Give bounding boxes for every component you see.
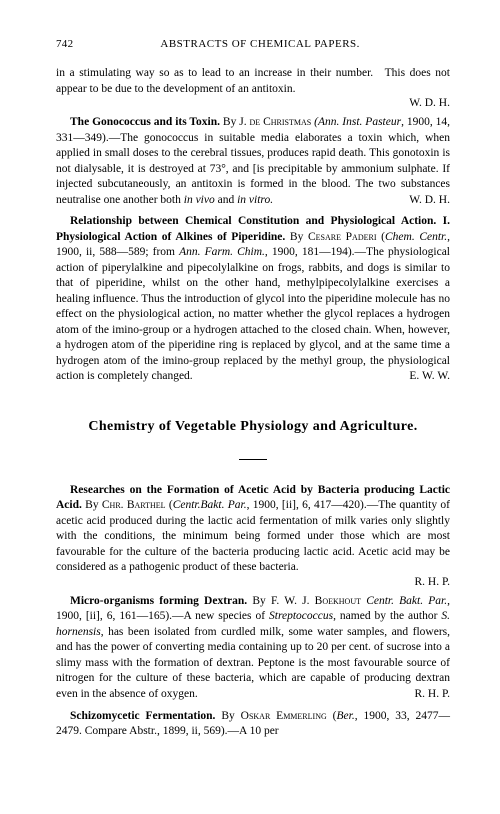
section-divider [56, 447, 450, 465]
entry1-sig: W. D. H. [395, 193, 450, 209]
intro-text: in a stimulating way so as to lead to an… [56, 67, 450, 95]
intro-paragraph: in a stimulating way so as to lead to an… [56, 66, 450, 97]
page-number: 742 [56, 38, 73, 50]
entry4-ref4: , has been isolated from curdled milk, s… [56, 626, 450, 700]
entry1-ref-plain2: and [215, 194, 237, 206]
entry2-by: By [285, 231, 308, 243]
entry3-by: By [82, 499, 102, 511]
entry-researches: Researches on the Formation of Acetic Ac… [56, 483, 450, 576]
entry1-by: By J. [223, 116, 250, 128]
entry1-author: de Christmas [250, 116, 312, 128]
entry3-author: Chr. Barthel [102, 499, 166, 511]
entry4-author: Boekhout [315, 595, 361, 607]
page-header: 742 ABSTRACTS OF CHEMICAL PAPERS. [56, 38, 450, 50]
entry4-sig: R. H. P. [401, 687, 450, 703]
entry-relationship: Relationship between Chemical Constituti… [56, 214, 450, 385]
entry2-sig: E. W. W. [395, 369, 450, 385]
header-spacer [447, 38, 450, 50]
entry4-title: Micro-organisms forming Dextran. [70, 595, 247, 607]
entry5-ref1-italic: Ber. [336, 710, 354, 722]
entry4-by: By F. W. J. [247, 595, 314, 607]
entry3-ref1: ( [166, 499, 173, 511]
entry1-title: The Gonococcus and its Toxin. [70, 116, 220, 128]
entry5-by: By [215, 710, 240, 722]
entry5-author: Oskar Emmerling [241, 710, 327, 722]
entry2-ref1: ( [377, 231, 385, 243]
entry2-ref1-italic: Chem. Centr. [385, 231, 447, 243]
entry3-ref1-italic: Centr.Bakt. Par. [173, 499, 247, 511]
section-header: Chemistry of Vegetable Physiology and Ag… [56, 419, 450, 435]
intro-signature: W. D. H. [56, 97, 450, 109]
entry2-author: Cesare Paderi [308, 231, 377, 243]
header-title: ABSTRACTS OF CHEMICAL PAPERS. [160, 38, 360, 50]
entry2-ref3: , 1900, 181—194).—The physiological acti… [56, 246, 450, 382]
entry3-signature: R. H. P. [56, 576, 450, 588]
entry1-ref-italic2: in vivo [184, 194, 215, 206]
entry2-ref2-italic: Ann. Farm. Chim. [179, 246, 265, 258]
entry4-ref3: , named by the author [333, 610, 441, 622]
entry-gonococcus: The Gonococcus and its Toxin. By J. de C… [56, 115, 450, 208]
entry1-ref-italic: (Ann. Inst. Pasteur [314, 116, 401, 128]
entry-micro: Micro-organisms forming Dextran. By F. W… [56, 594, 450, 703]
entry4-ref1-italic: Centr. Bakt. Par. [366, 595, 447, 607]
entry1-ref-plain: , 1900, 14, 331—349).—The gonococcus in … [56, 116, 450, 206]
entry4-ref2-italic: Streptococcus [269, 610, 333, 622]
entry-schizo: Schizomycetic Fermentation. By Oskar Emm… [56, 709, 450, 740]
entry1-ref-italic3: in vitro. [237, 194, 273, 206]
entry5-title: Schizomycetic Fermentation. [70, 710, 215, 722]
